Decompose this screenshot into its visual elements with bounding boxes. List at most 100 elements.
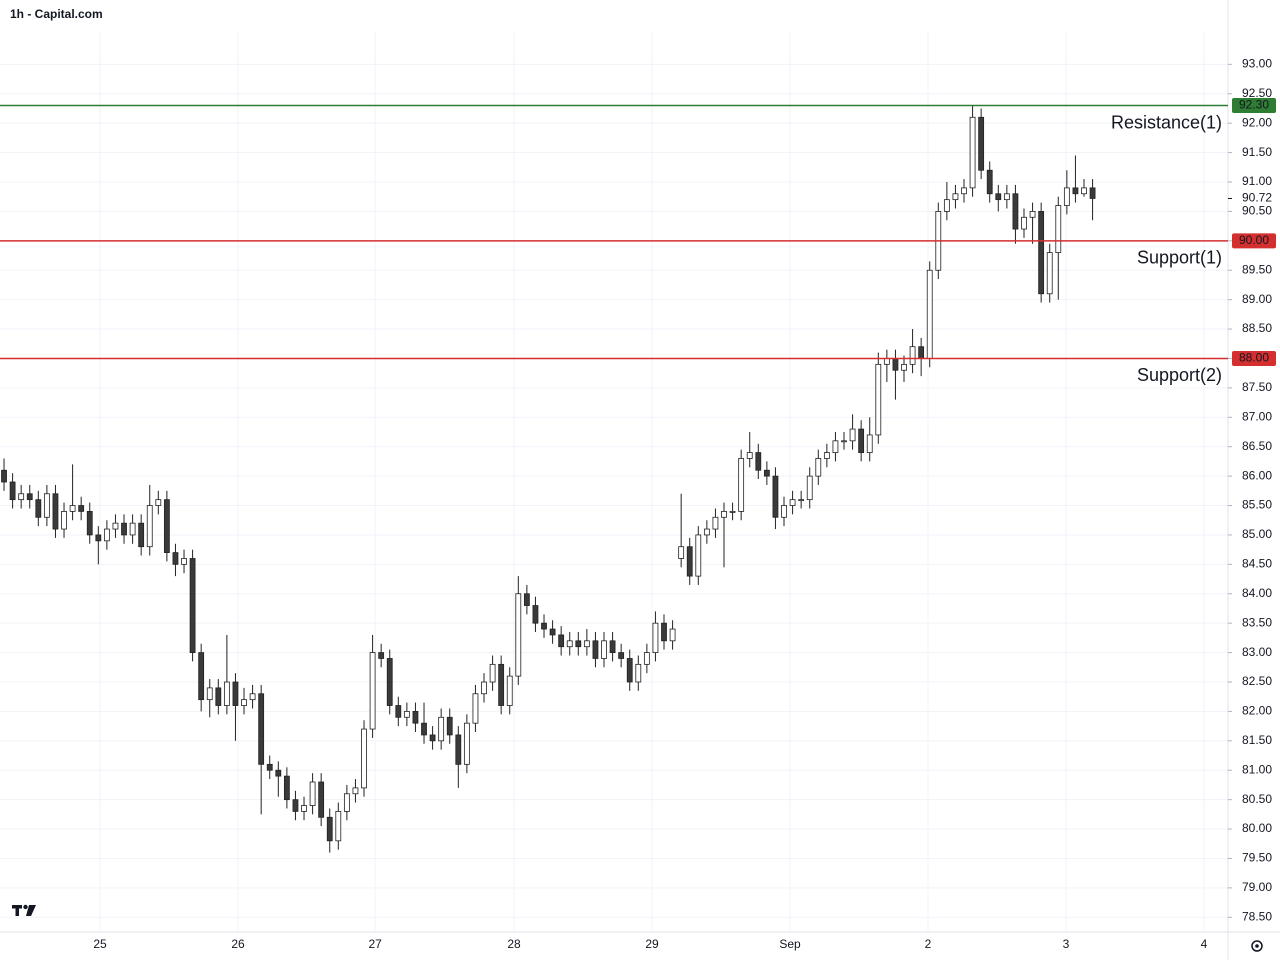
candle-body bbox=[703, 528, 710, 536]
candle-body bbox=[275, 769, 282, 777]
candle-body bbox=[129, 522, 136, 536]
candle-body bbox=[112, 522, 119, 530]
candle-body bbox=[266, 763, 273, 771]
y-tick-label: 86.50 bbox=[1242, 439, 1272, 453]
candle-body bbox=[1038, 211, 1045, 295]
candle-body bbox=[103, 528, 110, 542]
candle-body bbox=[463, 722, 470, 765]
x-tick-label: 4 bbox=[1201, 937, 1208, 951]
candle-body bbox=[1003, 193, 1010, 201]
candle-body bbox=[601, 640, 607, 659]
candle-body bbox=[455, 734, 462, 765]
candle-body bbox=[283, 775, 290, 801]
chart-title: 1h - Capital.com bbox=[10, 7, 103, 21]
y-tick-label: 89.00 bbox=[1242, 292, 1272, 306]
y-tick-label: 84.00 bbox=[1242, 586, 1272, 600]
candle-body bbox=[395, 705, 402, 718]
candle-body bbox=[249, 693, 256, 701]
candle-body bbox=[558, 634, 565, 648]
level-price-label: 90.00 bbox=[1239, 233, 1269, 247]
candle-body bbox=[189, 558, 196, 653]
candle-body bbox=[69, 505, 76, 512]
candle-body bbox=[849, 428, 856, 442]
candle-body bbox=[712, 516, 719, 530]
x-tick-label: 27 bbox=[368, 937, 382, 951]
candle-body bbox=[532, 605, 539, 624]
candle-body bbox=[738, 458, 745, 512]
candle-body bbox=[1029, 211, 1036, 218]
y-tick-label: 93.00 bbox=[1242, 57, 1272, 71]
settings-icon[interactable] bbox=[1251, 940, 1263, 952]
candle-body bbox=[18, 493, 25, 501]
y-tick-label: 82.00 bbox=[1242, 704, 1272, 718]
candle-body bbox=[943, 199, 950, 212]
candle-body bbox=[481, 681, 487, 695]
candle-body bbox=[429, 734, 436, 742]
y-tick-label: 83.00 bbox=[1242, 645, 1272, 659]
y-tick-label: 92.00 bbox=[1242, 115, 1272, 129]
candle-body bbox=[146, 505, 153, 548]
candle-body bbox=[815, 458, 822, 477]
candle-body bbox=[686, 546, 693, 577]
level-label: Support(2) bbox=[1137, 365, 1222, 385]
candle-body bbox=[866, 434, 873, 453]
candle-body bbox=[875, 363, 882, 436]
y-tick-label: 84.50 bbox=[1242, 557, 1272, 571]
candle-body bbox=[26, 493, 33, 501]
candle-body bbox=[678, 546, 685, 559]
level-label: Resistance(1) bbox=[1111, 112, 1222, 132]
candle-body bbox=[258, 693, 265, 765]
candle-body bbox=[181, 558, 187, 565]
y-tick-label: 79.00 bbox=[1242, 880, 1272, 894]
y-tick-label: 80.50 bbox=[1242, 792, 1272, 806]
candle-body bbox=[592, 640, 599, 659]
candle-body bbox=[995, 193, 1002, 201]
y-tick-label: 91.50 bbox=[1242, 145, 1272, 159]
candle-body bbox=[541, 622, 547, 630]
candle-body bbox=[669, 628, 676, 642]
candle-body bbox=[95, 534, 102, 542]
candle-body bbox=[172, 552, 179, 565]
grid bbox=[0, 32, 1228, 932]
candle-body bbox=[1089, 187, 1096, 199]
candle-body bbox=[1012, 193, 1019, 230]
candle-body bbox=[978, 116, 985, 171]
candle-body bbox=[823, 452, 830, 459]
y-tick-label: 79.50 bbox=[1242, 851, 1272, 865]
candle-body bbox=[746, 452, 753, 459]
y-tick-label: 92.50 bbox=[1242, 86, 1272, 100]
candle-body bbox=[412, 711, 419, 724]
candle-body bbox=[986, 169, 993, 195]
candle-body bbox=[378, 652, 385, 659]
candle-body bbox=[626, 658, 633, 683]
y-tick-label: 91.00 bbox=[1242, 174, 1272, 188]
level-price-tag bbox=[1232, 98, 1276, 114]
candle-body bbox=[318, 781, 325, 818]
candle-body bbox=[832, 440, 839, 453]
candle-body bbox=[841, 440, 847, 443]
candle-body bbox=[352, 787, 359, 795]
y-tick-label: 87.50 bbox=[1242, 380, 1272, 394]
level-label: Support(1) bbox=[1137, 248, 1222, 268]
y-tick-label: 90.50 bbox=[1242, 204, 1272, 218]
candle-body bbox=[755, 452, 762, 471]
candle-body bbox=[163, 499, 170, 553]
candle-body bbox=[661, 622, 667, 642]
logo bbox=[12, 904, 36, 916]
candle-body bbox=[292, 799, 299, 812]
candle-body bbox=[918, 346, 925, 359]
level-price-tag bbox=[1232, 350, 1276, 366]
candle-body bbox=[361, 728, 367, 789]
candle-body bbox=[121, 522, 127, 536]
candle-body bbox=[618, 652, 625, 659]
candle-body bbox=[369, 652, 376, 730]
candle-body bbox=[506, 675, 513, 706]
candle-body bbox=[61, 511, 67, 530]
candle-body bbox=[515, 593, 522, 677]
candle-body bbox=[472, 693, 479, 724]
candle-body bbox=[335, 811, 342, 842]
last-price-label: 90.72 bbox=[1242, 191, 1272, 205]
candle-body bbox=[498, 663, 505, 706]
candle-body bbox=[241, 699, 247, 706]
